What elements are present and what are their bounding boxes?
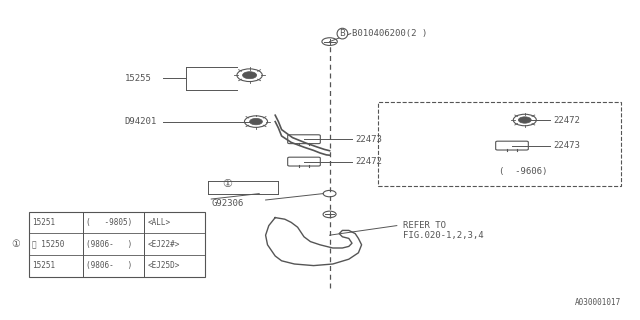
Text: <ALL>: <ALL> xyxy=(147,218,170,227)
Text: ① 15250: ① 15250 xyxy=(32,240,65,249)
Text: 22472: 22472 xyxy=(355,157,382,166)
Text: 15251: 15251 xyxy=(32,218,55,227)
Text: G92306: G92306 xyxy=(211,199,243,208)
Text: FIG.020-1,2,3,4: FIG.020-1,2,3,4 xyxy=(403,231,484,240)
Text: 22472: 22472 xyxy=(554,116,580,124)
Bar xyxy=(29,212,205,277)
Circle shape xyxy=(518,117,531,123)
Text: 15251: 15251 xyxy=(32,261,55,270)
Text: ①: ① xyxy=(12,239,20,249)
Circle shape xyxy=(250,118,262,125)
Text: <EJ22#>: <EJ22#> xyxy=(147,240,180,249)
Text: 22473: 22473 xyxy=(554,141,580,150)
Text: REFER TO: REFER TO xyxy=(403,221,446,230)
Text: <EJ25D>: <EJ25D> xyxy=(147,261,180,270)
Text: D94201: D94201 xyxy=(125,117,157,126)
Circle shape xyxy=(243,72,257,79)
Text: 15255: 15255 xyxy=(125,74,152,83)
Text: B: B xyxy=(339,29,346,38)
Text: (   -9805): ( -9805) xyxy=(86,218,132,227)
Text: (9806-   ): (9806- ) xyxy=(86,261,132,270)
Text: B010406200(2 ): B010406200(2 ) xyxy=(352,29,428,38)
Text: A030001017: A030001017 xyxy=(575,298,621,307)
Text: 22473: 22473 xyxy=(355,135,382,144)
Text: ①: ① xyxy=(222,179,232,189)
Text: (  -9606): ( -9606) xyxy=(499,167,548,176)
Bar xyxy=(378,102,621,186)
Text: (9806-   ): (9806- ) xyxy=(86,240,132,249)
